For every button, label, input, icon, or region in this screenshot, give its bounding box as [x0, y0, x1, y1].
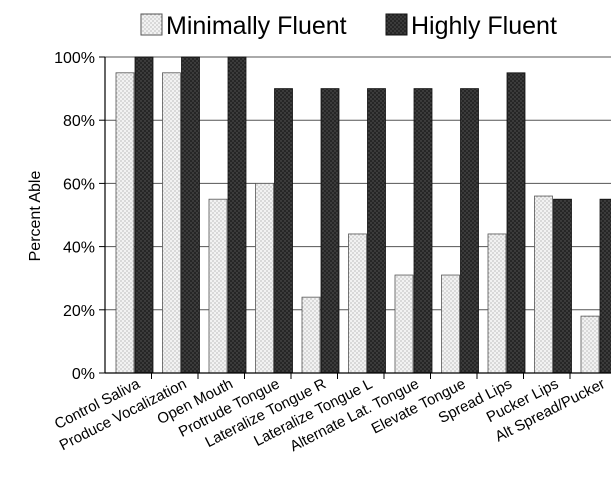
bar-minimally-fluent	[208, 198, 228, 374]
bar-highly-fluent	[367, 88, 386, 374]
legend-swatch-highly-fluent	[385, 13, 408, 36]
bar-highly-fluent	[274, 88, 293, 374]
bar-highly-fluent	[320, 88, 340, 374]
bar-highly-fluent	[553, 198, 572, 374]
legend-label-highly-fluent: Highly Fluent	[411, 12, 557, 40]
y-tick-label: 60%	[63, 176, 95, 193]
y-tick-label: 20%	[63, 303, 95, 320]
bar-highly-fluent	[134, 56, 154, 374]
bar-minimally-fluent	[301, 296, 321, 374]
bar-highly-fluent	[460, 88, 479, 374]
bar-highly-fluent	[506, 72, 526, 374]
axes	[104, 57, 611, 379]
y-axis-label: Percent Able	[27, 171, 44, 262]
legend: Minimally Fluent Highly Fluent	[140, 12, 557, 40]
bar-minimally-fluent	[441, 274, 460, 374]
bar-minimally-fluent	[394, 274, 414, 374]
bar-minimally-fluent	[534, 195, 553, 374]
bars	[115, 56, 611, 374]
bar-minimally-fluent	[162, 72, 181, 374]
y-tick-label: 0%	[72, 366, 95, 383]
bar-highly-fluent	[599, 198, 611, 374]
bar-highly-fluent	[413, 88, 433, 374]
bar-minimally-fluent	[348, 233, 367, 374]
bar-highly-fluent	[181, 56, 200, 374]
legend-swatch-minimally-fluent	[140, 13, 163, 36]
bar-minimally-fluent	[255, 182, 274, 374]
legend-label-minimally-fluent: Minimally Fluent	[166, 12, 347, 40]
bar-minimally-fluent	[487, 233, 507, 374]
bar-minimally-fluent	[580, 315, 600, 374]
bar-highly-fluent	[227, 56, 247, 374]
y-tick-label: 80%	[63, 113, 95, 130]
y-tick-label: 100%	[54, 50, 95, 67]
bar-minimally-fluent	[115, 72, 135, 374]
y-tick-labels: 0% 20% 40% 60% 80% 100%	[54, 50, 95, 383]
y-tick-label: 40%	[63, 240, 95, 257]
